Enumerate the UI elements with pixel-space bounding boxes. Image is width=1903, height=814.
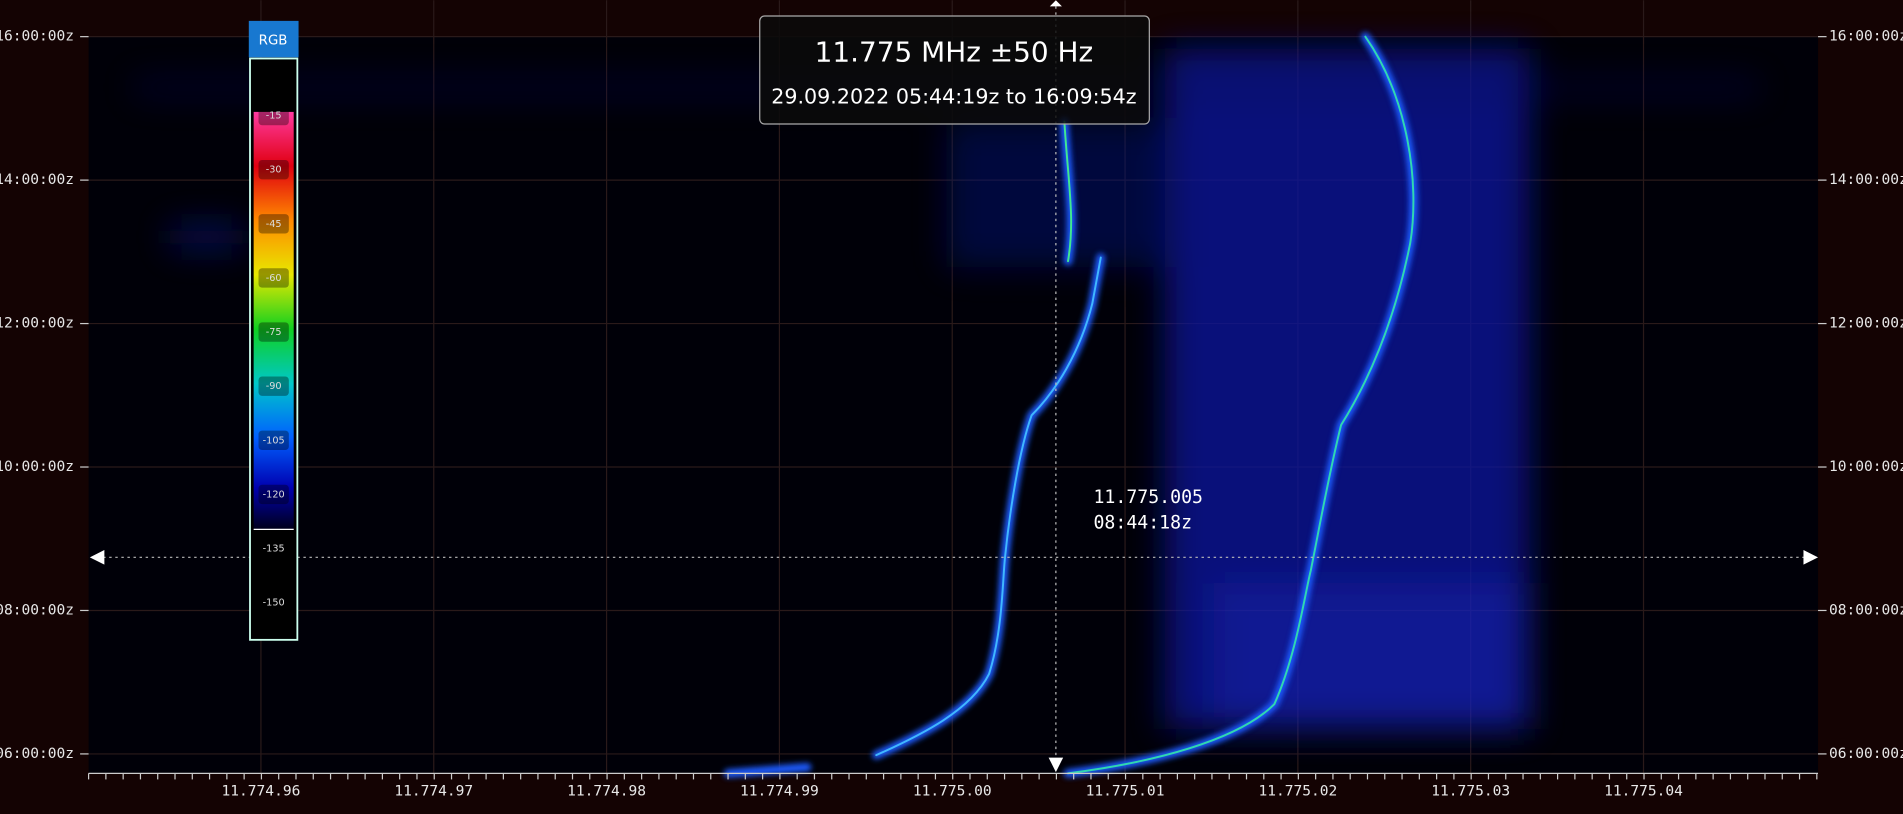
colorbar-label: -90 [266,381,282,392]
frequency-label: 11.774.99 [740,783,819,800]
time-label-right: 08:00:00z [1829,601,1903,618]
time-label-right: 06:00:00z [1829,745,1903,762]
colorbar-label-bg [258,322,289,342]
colorbar: RGB -15 -30 -45 -60 -75 -90 -105 -120 -135 -150 [248,20,299,641]
time-label-left: 16:00:00z [0,28,74,45]
colorbar-label: -45 [266,219,282,230]
time-label-right: 12:00:00z [1829,315,1903,332]
colorbar-label-bg [258,376,289,396]
colorbar-label: -60 [266,273,282,284]
time-label-left: 14:00:00z [0,171,74,188]
colorbar-gradient [253,111,294,530]
colorbar-label: -75 [266,327,282,338]
colorbar-label-bg [258,484,289,505]
time-label-left: 12:00:00z [0,315,74,332]
colorbar-label: -120 [263,489,285,500]
frequency-label: 11.775.04 [1604,783,1683,800]
signal-haze [133,48,1760,729]
title-box [759,15,1150,125]
colorbar-label: -30 [266,165,282,176]
colorbar-label: -15 [266,111,282,122]
colorbar-label-bg [258,105,289,126]
frequency-label: 11.775.00 [913,783,992,800]
frequency-label: 11.775.01 [1086,783,1165,800]
frequency-label: 11.774.97 [394,783,473,800]
time-label-right: 14:00:00z [1829,171,1903,188]
colorbar-label: -105 [263,435,285,446]
cursor-frequency: 11.775.005 [1093,487,1203,508]
time-label-left: 10:00:00z [0,458,74,475]
frequency-label: 11.775.03 [1431,783,1510,800]
colorbar-header-label: RGB [259,33,288,48]
time-label-right: 16:00:00z [1829,28,1903,45]
colorbar-label-bg [258,268,289,288]
colorbar-label: -135 [263,544,285,555]
time-label-left: 08:00:00z [0,601,74,618]
frequency-label: 11.775.02 [1258,783,1337,800]
cursor-arrows [89,0,1819,773]
cursor [103,6,1806,765]
time-label-right: 10:00:00z [1829,458,1903,475]
colorbar-label-bg [258,159,289,180]
colorbar-label-bg [258,430,289,451]
colorbar-label: -150 [263,598,285,609]
frequency-label: 11.774.98 [567,783,646,800]
signal-traces [723,32,1418,778]
colorbar-header[interactable] [248,20,299,58]
frequency-label: 11.774.96 [222,783,301,800]
x-ticks: 11.774.96 11.774.97 11.774.98 11.774.99 11.7… [87,773,1818,800]
time-labels: 16:00:00z 16:00:00z 14:00:00z 14:00:00z 12:0… [0,28,1903,762]
subtitle: 29.09.2022 05:44:19z to 16:09:54z [771,84,1136,108]
time-label-left: 06:00:00z [0,745,74,762]
title: 11.775 MHz ±50 Hz [815,36,1094,69]
cursor-time: 08:44:18z [1093,512,1192,533]
colorbar-label-bg [258,214,289,234]
